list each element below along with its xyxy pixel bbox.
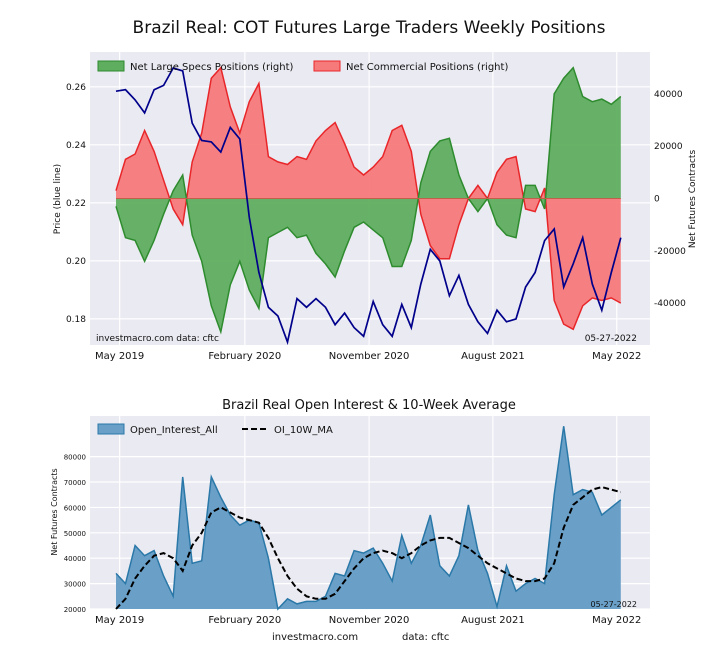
bottom-y-tick-label: 60000	[64, 504, 86, 512]
top-right-tick-label: 0	[654, 195, 660, 205]
main-title: Brazil Real: COT Futures Large Traders W…	[133, 18, 606, 38]
footer-source: data: cftc	[402, 632, 449, 643]
bottom-y-tick-label: 50000	[64, 530, 86, 538]
bottom-x-tick-label: August 2021	[461, 615, 525, 626]
top-left-tick-label: 0.20	[66, 257, 86, 267]
top-left-tick-label: 0.26	[66, 83, 86, 93]
legend-label-comm: Net Commercial Positions (right)	[346, 62, 508, 73]
top-x-tick-label: November 2020	[329, 351, 410, 362]
top-left-tick-label: 0.22	[66, 199, 86, 209]
bottom-y-tick-label: 70000	[64, 479, 86, 487]
bottom-x-tick-label: November 2020	[329, 615, 410, 626]
bottom-y-tick-label: 20000	[64, 606, 86, 614]
bottom-chart: Brazil Real Open Interest & 10-Week Aver…	[50, 398, 650, 626]
legend-swatch-specs	[97, 60, 125, 72]
bottom-y-tick-label: 30000	[64, 581, 86, 589]
top-left-tick-label: 0.24	[66, 141, 86, 151]
bottom-date-note: 05-27-2022	[591, 600, 638, 609]
legend-label-ma: OI_10W_MA	[274, 425, 333, 436]
footer-site: investmacro.com	[272, 632, 358, 643]
top-right-tick-label: -40000	[654, 299, 686, 309]
top-price-line	[115, 66, 622, 346]
specs-line	[115, 66, 622, 335]
top-date-note: 05-27-2022	[585, 334, 637, 344]
top-x-tick-label: August 2021	[461, 351, 525, 362]
bottom-x-tick-label: May 2019	[95, 615, 144, 626]
top-x-tick-label: May 2022	[592, 351, 641, 362]
bottom-y-axis-label: Net Futures Contracts	[50, 468, 59, 555]
price-line	[115, 66, 622, 346]
top-right-tick-label: 20000	[654, 142, 683, 152]
legend-swatch-comm	[313, 60, 341, 72]
specs-area	[116, 67, 621, 332]
bottom-title: Brazil Real Open Interest & 10-Week Aver…	[222, 398, 516, 413]
top-source-note: investmacro.com data: cftc	[96, 334, 219, 344]
legend-swatch-oi	[97, 423, 125, 435]
oi-area	[116, 426, 621, 609]
bottom-x-tick-label: February 2020	[208, 615, 281, 626]
top-chart: May 2019 February 2020 November 2020 August…	[53, 52, 698, 362]
top-left-tick-label: 0.18	[66, 315, 86, 325]
top-x-tick-label: May 2019	[95, 351, 144, 362]
bottom-y-tick-label: 80000	[64, 454, 86, 462]
bottom-tick-labels: May 2019 February 2020 November 2020 August…	[64, 454, 642, 626]
bottom-ma-line	[115, 486, 622, 610]
top-right-tick-label: 40000	[654, 90, 683, 100]
bottom-x-tick-label: May 2022	[592, 615, 641, 626]
bottom-y-tick-label: 40000	[64, 555, 86, 563]
ma-line	[115, 486, 622, 610]
legend-label-specs: Net Large Specs Positions (right)	[130, 62, 294, 73]
top-left-axis-label: Price (blue line)	[53, 164, 63, 234]
top-legend: Net Large Specs Positions (right) Net Co…	[97, 60, 508, 73]
top-right-tick-label: -20000	[654, 247, 686, 257]
top-tick-labels: May 2019 February 2020 November 2020 August…	[66, 83, 686, 362]
bottom-legend: Open_Interest_All OI_10W_MA	[97, 423, 333, 436]
bottom-area	[115, 426, 622, 611]
legend-label-oi: Open_Interest_All	[130, 425, 218, 436]
top-x-tick-label: February 2020	[208, 351, 281, 362]
top-right-axis-label: Net Futures Contracts	[688, 150, 698, 249]
oi-line	[115, 426, 622, 611]
